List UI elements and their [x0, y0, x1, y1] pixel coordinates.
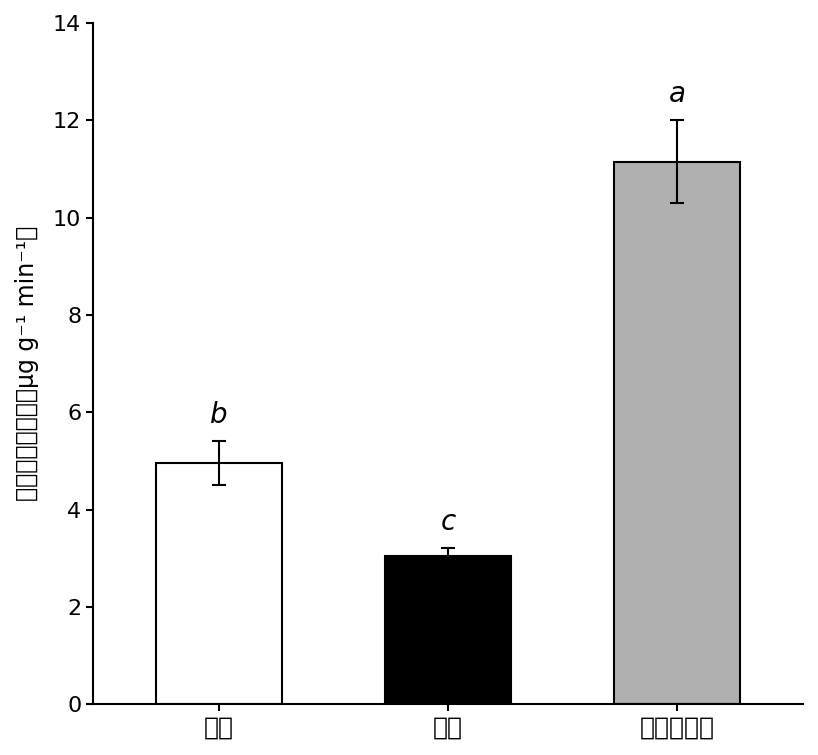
Bar [614, 162, 740, 704]
Text: a: a [668, 80, 685, 108]
Bar [385, 556, 511, 704]
Bar [156, 464, 282, 704]
Text: c: c [440, 508, 456, 536]
Y-axis label: 酸性磷酸酶活性（μg g⁻¹ min⁻¹）: 酸性磷酸酶活性（μg g⁻¹ min⁻¹） [15, 226, 39, 501]
Text: b: b [210, 402, 228, 430]
